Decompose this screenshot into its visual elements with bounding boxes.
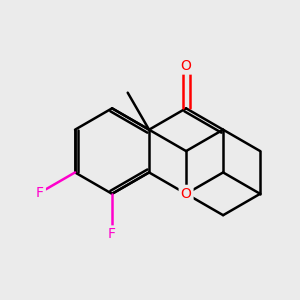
Text: F: F	[108, 227, 116, 242]
Text: F: F	[36, 186, 44, 200]
Text: O: O	[181, 187, 191, 201]
Text: O: O	[181, 58, 191, 73]
